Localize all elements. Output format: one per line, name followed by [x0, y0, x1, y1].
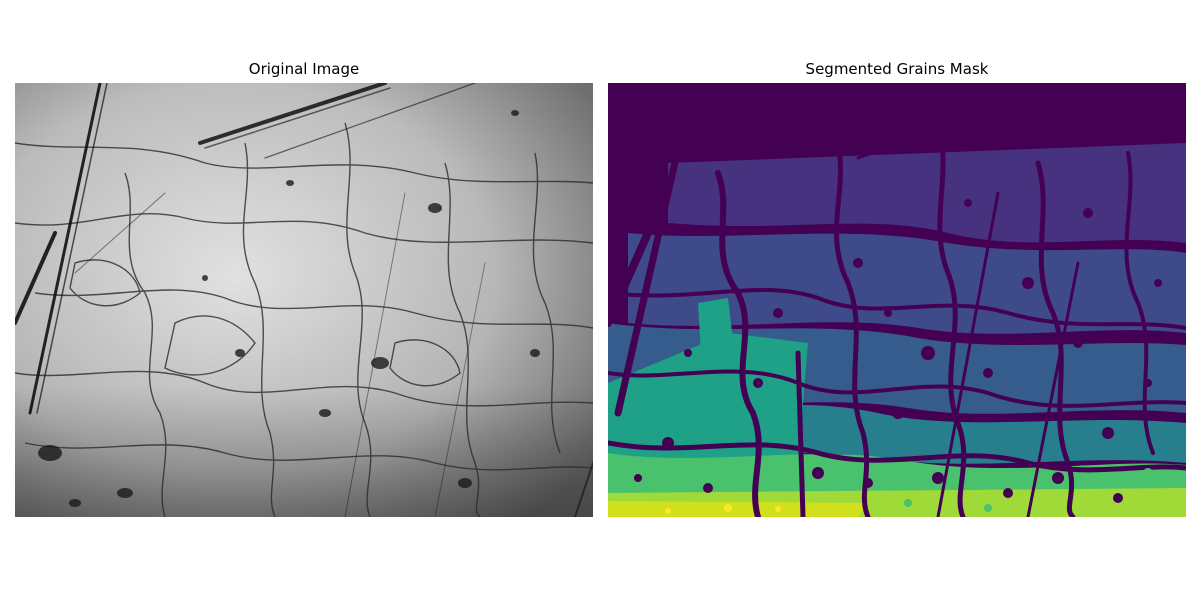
title-segmented-mask: Segmented Grains Mask: [805, 60, 989, 78]
segmented-mask-panel: [608, 83, 1186, 517]
title-original-image: Original Image: [248, 60, 360, 78]
segmented-grains-mask: [608, 83, 1186, 517]
original-micrograph: [15, 83, 593, 517]
original-image-panel: [15, 83, 593, 517]
